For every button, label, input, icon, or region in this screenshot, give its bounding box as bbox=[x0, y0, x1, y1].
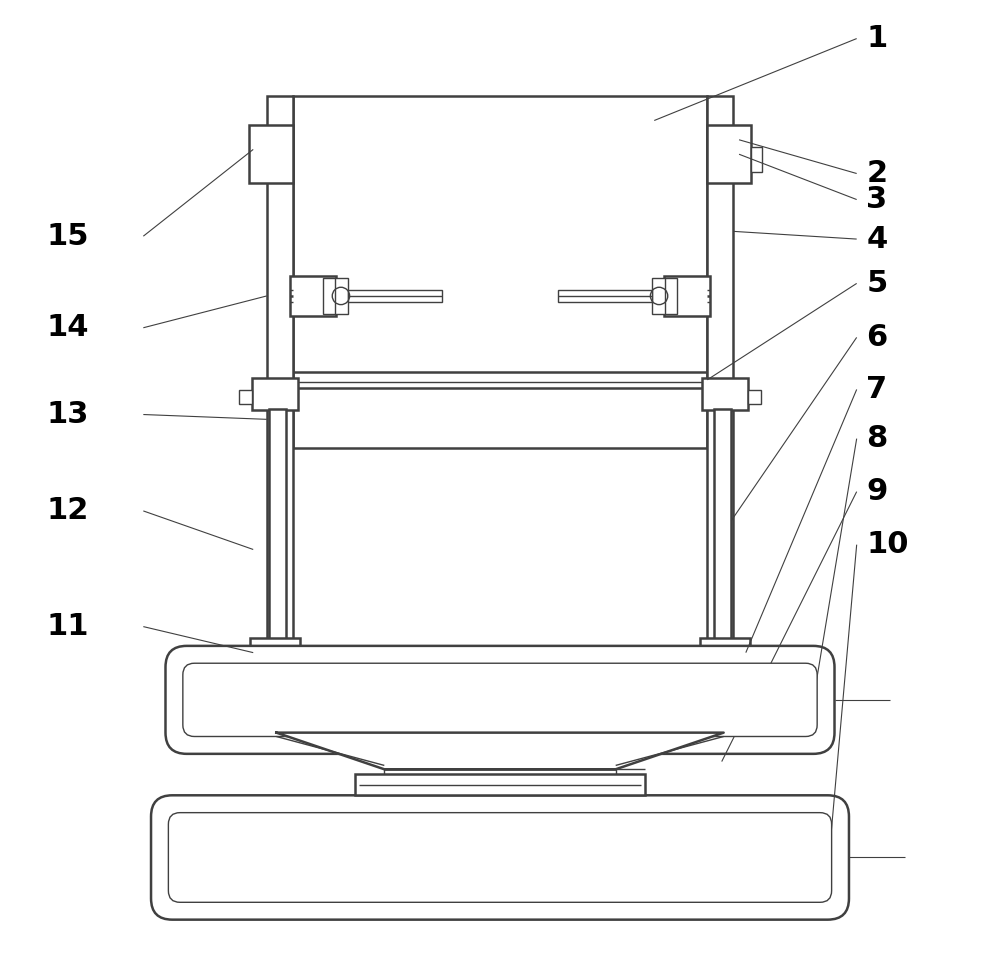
Text: 15: 15 bbox=[47, 222, 89, 251]
Text: 5: 5 bbox=[866, 269, 888, 298]
Bar bbox=[707, 125, 751, 183]
FancyBboxPatch shape bbox=[151, 795, 849, 920]
Polygon shape bbox=[276, 733, 724, 769]
Text: 4: 4 bbox=[866, 225, 888, 254]
Bar bbox=[707, 96, 733, 737]
Bar bbox=[700, 638, 750, 667]
Bar bbox=[249, 125, 293, 183]
Text: 11: 11 bbox=[47, 612, 89, 641]
Bar bbox=[290, 276, 336, 316]
FancyBboxPatch shape bbox=[168, 813, 832, 902]
Text: 1: 1 bbox=[866, 24, 888, 53]
Bar bbox=[269, 409, 286, 641]
Text: 14: 14 bbox=[47, 313, 89, 342]
Bar bbox=[751, 147, 762, 172]
Text: 12: 12 bbox=[47, 496, 89, 525]
Text: 7: 7 bbox=[866, 375, 887, 404]
Bar bbox=[293, 96, 707, 448]
Bar bbox=[558, 290, 652, 302]
FancyBboxPatch shape bbox=[183, 663, 817, 736]
Bar bbox=[748, 390, 761, 404]
Text: 3: 3 bbox=[866, 185, 887, 214]
Bar bbox=[267, 96, 293, 737]
Text: 8: 8 bbox=[866, 424, 888, 453]
Bar bbox=[714, 409, 731, 641]
Bar bbox=[348, 290, 442, 302]
Text: 10: 10 bbox=[866, 530, 909, 559]
Bar bbox=[355, 774, 645, 795]
Text: 9: 9 bbox=[866, 477, 888, 506]
Bar bbox=[239, 390, 252, 404]
Text: 13: 13 bbox=[47, 400, 89, 429]
Text: 6: 6 bbox=[866, 323, 888, 352]
Bar bbox=[252, 378, 298, 410]
Bar bbox=[652, 278, 677, 314]
Bar bbox=[323, 278, 348, 314]
Text: 2: 2 bbox=[866, 159, 887, 188]
FancyBboxPatch shape bbox=[165, 646, 835, 754]
Bar bbox=[664, 276, 710, 316]
Bar bbox=[250, 638, 300, 667]
Bar bbox=[702, 378, 748, 410]
